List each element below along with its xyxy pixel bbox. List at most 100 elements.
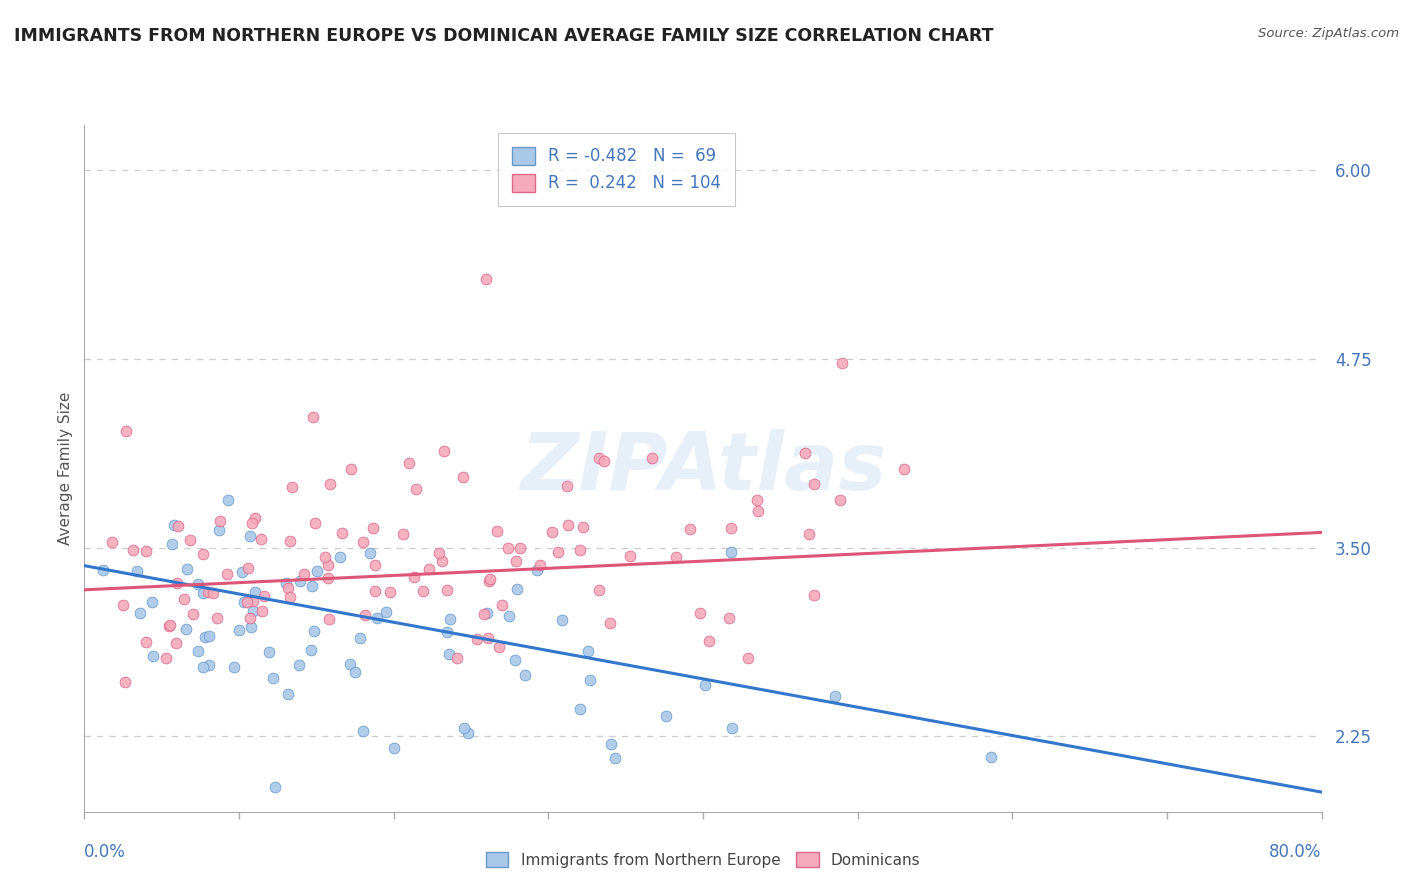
Point xyxy=(747,504,769,518)
Point xyxy=(569,702,592,716)
Point xyxy=(515,668,537,682)
Point xyxy=(437,647,460,661)
Point xyxy=(593,454,616,468)
Point xyxy=(603,750,626,764)
Point xyxy=(547,545,569,559)
Point xyxy=(477,632,499,646)
Text: ZIPAtlas: ZIPAtlas xyxy=(520,429,886,508)
Point xyxy=(299,643,322,657)
Point xyxy=(166,575,188,590)
Point xyxy=(491,599,513,613)
Point xyxy=(427,546,450,560)
Point xyxy=(588,583,610,598)
Point xyxy=(187,577,209,591)
Point xyxy=(830,492,852,507)
Point xyxy=(600,737,623,751)
Text: IMMIGRANTS FROM NORTHERN EUROPE VS DOMINICAN AVERAGE FAMILY SIZE CORRELATION CHA: IMMIGRANTS FROM NORTHERN EUROPE VS DOMIN… xyxy=(14,27,994,45)
Point xyxy=(640,451,662,466)
Point xyxy=(191,547,214,561)
Point xyxy=(506,582,529,597)
Point xyxy=(446,650,468,665)
Point xyxy=(721,721,744,735)
Point xyxy=(257,644,280,658)
Point xyxy=(262,671,284,685)
Point xyxy=(240,620,263,634)
Point xyxy=(364,558,387,572)
Point xyxy=(439,612,461,626)
Point xyxy=(505,653,527,667)
Point xyxy=(197,585,219,599)
Point xyxy=(339,657,361,671)
Point xyxy=(304,516,326,530)
Point xyxy=(142,648,165,663)
Point xyxy=(239,528,262,542)
Point xyxy=(160,537,183,551)
Point xyxy=(134,635,156,649)
Point xyxy=(191,586,214,600)
Point xyxy=(114,674,136,689)
Point xyxy=(274,575,297,590)
Point xyxy=(717,611,740,625)
Point xyxy=(433,444,456,458)
Point xyxy=(288,574,311,588)
Point xyxy=(202,586,225,600)
Text: 80.0%: 80.0% xyxy=(1270,843,1322,861)
Point xyxy=(217,567,239,582)
Point xyxy=(402,570,425,584)
Point xyxy=(233,594,256,608)
Point xyxy=(135,543,157,558)
Point xyxy=(280,590,302,604)
Point xyxy=(557,517,579,532)
Point xyxy=(174,622,197,636)
Point xyxy=(398,456,420,470)
Point xyxy=(207,611,229,625)
Point xyxy=(579,673,602,687)
Point xyxy=(824,689,846,703)
Point xyxy=(318,612,340,626)
Point xyxy=(697,634,720,648)
Point xyxy=(179,533,201,548)
Point xyxy=(222,659,245,673)
Point xyxy=(239,610,262,624)
Point xyxy=(794,446,817,460)
Point xyxy=(288,658,311,673)
Point xyxy=(720,521,742,535)
Point xyxy=(436,624,458,639)
Point xyxy=(278,534,301,549)
Point xyxy=(479,572,502,586)
Point xyxy=(474,607,496,622)
Point xyxy=(451,469,474,483)
Point xyxy=(352,724,374,739)
Y-axis label: Average Family Size: Average Family Size xyxy=(58,392,73,545)
Point xyxy=(305,564,328,578)
Point xyxy=(252,604,274,618)
Point xyxy=(301,578,323,592)
Point xyxy=(465,632,488,646)
Point xyxy=(197,629,219,643)
Point xyxy=(316,558,339,572)
Point xyxy=(101,535,124,549)
Legend: Immigrants from Northern Europe, Dominicans: Immigrants from Northern Europe, Dominic… xyxy=(478,844,928,875)
Point xyxy=(263,780,285,794)
Point xyxy=(243,584,266,599)
Point xyxy=(236,560,259,574)
Point xyxy=(576,644,599,658)
Point xyxy=(112,599,135,613)
Point xyxy=(349,631,371,645)
Point xyxy=(485,524,508,538)
Point xyxy=(240,516,263,530)
Point xyxy=(302,624,325,639)
Point xyxy=(329,549,352,564)
Point xyxy=(418,562,440,576)
Point xyxy=(551,613,574,627)
Point xyxy=(354,608,377,623)
Point xyxy=(292,567,315,582)
Point xyxy=(235,594,257,608)
Point xyxy=(720,545,742,559)
Point xyxy=(745,492,768,507)
Point xyxy=(242,594,264,608)
Point xyxy=(457,726,479,740)
Point xyxy=(488,640,510,655)
Point xyxy=(893,461,915,475)
Point xyxy=(243,511,266,525)
